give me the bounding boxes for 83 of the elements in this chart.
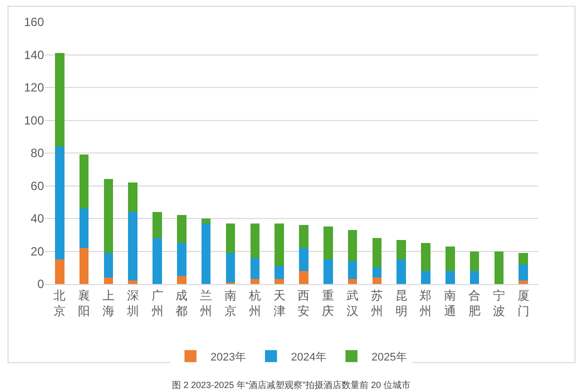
bar xyxy=(372,277,382,284)
y-tick-label: 60 xyxy=(30,178,44,193)
x-tick-label: 广州 xyxy=(151,288,164,318)
bar xyxy=(299,225,308,248)
caption: 图 2 2023-2025 年“酒店减塑观察”拍摄酒店数量前 20 位城市 xyxy=(172,380,411,390)
y-tick-label: 160 xyxy=(24,15,44,30)
bar xyxy=(55,53,64,146)
bar xyxy=(372,238,382,268)
bar xyxy=(518,280,528,284)
y-tick-label: 140 xyxy=(24,48,44,62)
bar xyxy=(79,208,89,248)
bar xyxy=(396,240,406,260)
bar xyxy=(494,251,504,284)
bar xyxy=(299,270,308,284)
bar xyxy=(177,243,186,276)
y-tick-label: 100 xyxy=(24,113,44,128)
bar xyxy=(201,218,211,224)
bar xyxy=(446,246,455,271)
x-tick-label: 西安 xyxy=(298,288,310,318)
x-tick-label: 昆明 xyxy=(395,288,408,318)
bar xyxy=(396,259,406,284)
bar xyxy=(518,264,528,281)
bar xyxy=(177,276,186,284)
bar xyxy=(446,270,455,284)
bar xyxy=(250,223,260,258)
bar xyxy=(104,179,114,253)
bar xyxy=(348,230,358,262)
x-tick-label: 杭州 xyxy=(248,288,261,318)
x-tick-label: 深圳 xyxy=(126,288,139,318)
bar xyxy=(274,279,284,284)
x-tick-label: 武汉 xyxy=(346,288,359,318)
x-tick-label: 苏州 xyxy=(370,288,383,318)
x-tick-label: 南通 xyxy=(444,288,456,318)
bar xyxy=(274,223,284,266)
y-tick-label: 80 xyxy=(30,146,44,160)
bar xyxy=(250,258,260,280)
bar xyxy=(55,259,64,284)
y-tick-label: 120 xyxy=(24,80,44,95)
bar xyxy=(152,212,162,238)
bar xyxy=(128,182,138,212)
x-tick-label: 成都 xyxy=(176,288,188,318)
bar xyxy=(79,154,89,209)
bar xyxy=(372,268,382,278)
bar xyxy=(421,243,430,271)
y-tick-label: 40 xyxy=(30,212,44,226)
x-tick-label: 北京 xyxy=(54,288,66,318)
y-tick-label: 20 xyxy=(30,244,44,258)
legend-label: 2025年 xyxy=(371,351,407,364)
bar xyxy=(323,259,333,284)
x-tick-label: 上海 xyxy=(102,288,114,318)
legend-label: 2024年 xyxy=(290,351,326,364)
bar xyxy=(152,238,162,284)
bar xyxy=(128,212,138,281)
bar xyxy=(226,252,236,282)
legend-label: 2023年 xyxy=(210,351,246,364)
bar xyxy=(421,270,430,284)
x-tick-label: 郑州 xyxy=(420,288,432,318)
bar xyxy=(104,277,114,284)
bar xyxy=(323,226,333,260)
y-tick-label: 0 xyxy=(37,277,44,292)
x-tick-label: 重庆 xyxy=(322,288,334,318)
bar xyxy=(470,270,480,284)
x-tick-label: 合肥 xyxy=(468,288,481,318)
bar xyxy=(104,252,114,278)
bar xyxy=(55,146,64,260)
bar xyxy=(128,280,138,284)
x-tick-label: 襄阳 xyxy=(78,288,90,318)
bar xyxy=(348,279,358,284)
bar xyxy=(470,251,480,271)
x-tick-label: 南京 xyxy=(224,288,236,318)
bar xyxy=(348,261,358,280)
x-tick-label: 天津 xyxy=(273,288,286,318)
bar xyxy=(177,215,186,244)
x-tick-label: 厦门 xyxy=(517,288,530,318)
bar xyxy=(250,279,260,284)
bar xyxy=(226,223,236,253)
bar xyxy=(274,266,284,280)
bar xyxy=(518,252,528,264)
bar xyxy=(201,223,211,284)
x-tick-label: 兰州 xyxy=(200,288,212,318)
x-tick-label: 宁波 xyxy=(492,288,505,318)
bar xyxy=(299,248,308,271)
bar xyxy=(79,248,89,284)
